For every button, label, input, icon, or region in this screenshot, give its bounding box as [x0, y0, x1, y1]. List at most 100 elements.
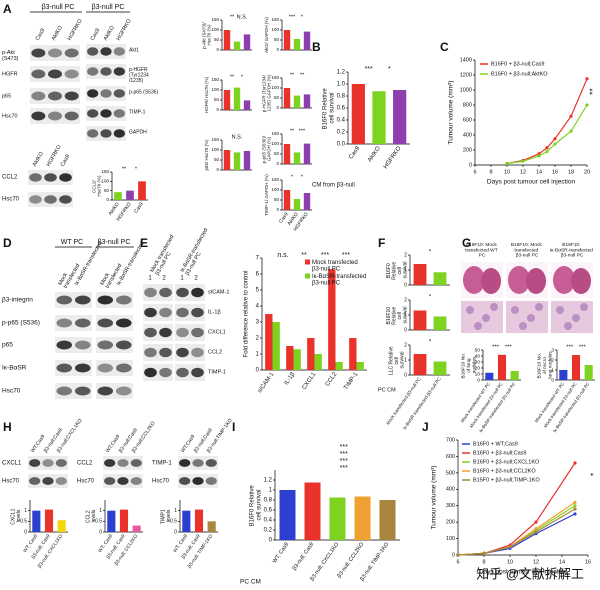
image-header: B16F10: Mock transfected β3-null PC: [511, 242, 543, 259]
label-line: survival: [403, 262, 409, 279]
y-tick-label: 600: [446, 454, 455, 460]
label-line: survival: [403, 307, 409, 324]
bar: [351, 84, 365, 144]
footer-label: PC CM: [378, 387, 396, 393]
blot-band: [192, 459, 204, 467]
x-axis-label: Days post tumour cell injection: [479, 569, 568, 576]
bar: [304, 482, 321, 540]
bar: [303, 143, 311, 164]
blot-band: [115, 318, 132, 328]
y-tick-label: 0: [452, 552, 455, 558]
data-point: [545, 146, 549, 150]
label-line: lung nodules: [548, 351, 554, 379]
y-tick-label: 100: [271, 141, 279, 146]
label-line: (S473): [2, 57, 19, 63]
legend-label: Mock transfected β3-null PC: [312, 260, 359, 273]
y-tick-label: 0: [24, 529, 27, 535]
data-point: [537, 152, 541, 156]
label-line: cell survival: [329, 92, 335, 123]
y-tick-label: 50: [274, 197, 280, 202]
lung-lobe: [481, 268, 501, 294]
label-line: CCL2/: [92, 179, 97, 193]
y-tick-label: 0.2: [337, 130, 346, 136]
panel-letter: A: [3, 2, 12, 16]
bar: [584, 365, 593, 380]
bar: [107, 510, 116, 532]
bar: [303, 193, 311, 210]
significance-label: *: [388, 66, 391, 73]
x-tick-label: 10: [504, 169, 510, 175]
label-line: cell: [394, 356, 400, 365]
y-tick-label: 50: [475, 347, 481, 353]
micrograph-feature: [564, 322, 572, 330]
blot-label: CCL2: [77, 461, 93, 467]
blot-band: [48, 111, 62, 121]
y-tick-label: 100: [446, 536, 455, 542]
lung-lobe: [463, 266, 485, 294]
y-tick-label: 150: [211, 17, 219, 22]
y-tick-label: 100: [271, 187, 279, 192]
y-tick-label: 0: [276, 161, 279, 166]
significance-label: **: [587, 88, 597, 95]
y-axis-label: B16F10 Relative cell survival: [386, 305, 409, 324]
label-line: Mock transfected: [312, 260, 359, 266]
blot-band: [56, 295, 73, 305]
bar: [182, 510, 191, 532]
blot-band: [29, 173, 42, 182]
bar: [243, 100, 251, 110]
bar: [283, 144, 291, 164]
label-line: PC: [479, 253, 486, 259]
y-axis-label: TIMP1 levels: [161, 508, 173, 524]
label-line: of lung: [466, 357, 472, 373]
y-tick-label: 2: [404, 252, 407, 258]
blot-label: p-Akt (S473): [2, 50, 19, 62]
bar: [328, 269, 336, 370]
blot-band: [113, 67, 125, 76]
blot-band: [179, 477, 191, 485]
x-tick-label: 14: [536, 169, 542, 175]
bar: [393, 90, 407, 144]
y-tick-label: 0.0: [337, 142, 346, 148]
significance-label: ***: [321, 252, 329, 259]
blot: [30, 45, 80, 61]
blot-band: [144, 347, 157, 358]
bar: [32, 510, 41, 532]
blot-band: [87, 47, 99, 56]
y-tick-label: 1400: [460, 57, 472, 63]
significance-label: ***: [579, 345, 587, 351]
data-point: [553, 142, 557, 146]
blot-band: [56, 363, 73, 373]
blot-band: [87, 109, 99, 118]
legend-label: B16F0 + β3-null;CCL2KO: [473, 468, 536, 474]
y-axis-label: B16F0 Relative cell survival: [386, 260, 409, 279]
panel-letter: G: [462, 236, 471, 250]
blot-band: [48, 91, 62, 101]
blot-band: [144, 367, 157, 378]
y-tick-label: 50: [274, 95, 280, 100]
y-tick-label: 600: [463, 117, 472, 123]
label-line: B16F10: Mock: [466, 242, 498, 248]
bar: [303, 31, 311, 50]
blot-band: [159, 327, 172, 338]
legend-swatch: [305, 259, 310, 265]
y-axis-label: p-Akt (S473)/ Hsc70 (%): [202, 21, 212, 49]
significance-label: *: [588, 472, 598, 476]
y-tick-label: 50: [214, 37, 220, 42]
blot-band: [44, 195, 57, 204]
y-tick-label: 0: [477, 377, 480, 383]
data-point: [508, 545, 512, 549]
blot-band: [74, 295, 91, 305]
blot-label: p-HGFR (Tyr1234 /1235): [129, 67, 150, 84]
y-tick-label: 100: [211, 27, 219, 32]
blot-band: [192, 477, 204, 485]
x-tick-label: Cas9: [133, 201, 145, 214]
bar: [233, 87, 241, 110]
blot-label: IL-1β: [208, 309, 221, 315]
data-point: [456, 553, 460, 557]
significance-label: ***: [340, 451, 348, 458]
x-tick-label: 14: [559, 559, 565, 565]
label-line: B16F0 Relative: [322, 87, 328, 130]
label-line: p-HGFR: [129, 67, 149, 73]
y-tick-label: 1: [174, 508, 177, 514]
panel-letter: J: [422, 420, 429, 434]
